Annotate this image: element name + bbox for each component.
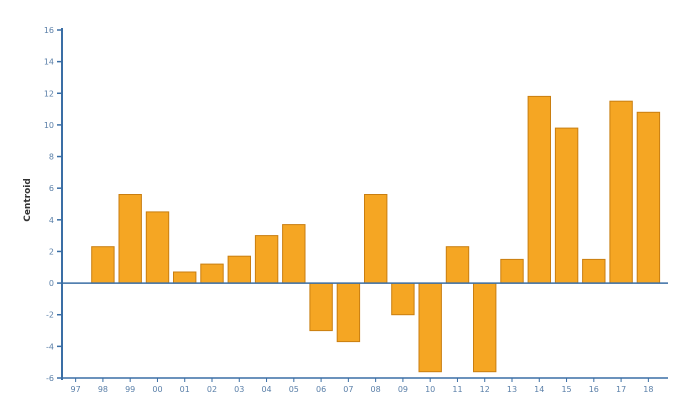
bar-18 [636,111,661,284]
bars-layer [91,95,661,373]
x-tick-label: 97 [71,385,81,394]
y-tick-label: 12 [44,89,54,98]
x-tick-label: 98 [98,385,108,394]
bar-09 [391,282,415,316]
x-tick-label: 15 [561,385,571,394]
x-tick-label: 06 [316,385,326,394]
x-tick-label: 17 [616,385,626,394]
bar-05 [282,224,306,284]
y-tick-label: -4 [46,342,54,351]
y-tick-label: 16 [44,26,54,35]
x-tick-label: 03 [234,385,244,394]
bar-02 [200,263,224,284]
x-tick-label: 11 [452,385,462,394]
bar-08 [364,194,388,284]
x-tick-label: 14 [534,385,544,394]
x-tick-label: 12 [480,385,490,394]
x-tick-label: 13 [507,385,517,394]
x-tick-label: 05 [289,385,299,394]
y-tick-label: 10 [44,121,54,130]
bar-11 [445,246,470,284]
x-tick-label: 10 [425,385,435,394]
y-tick-label: -6 [46,374,54,383]
x-tick-label: 16 [589,385,599,394]
y-ticks: -6 -4 -2 0 2 4 6 8 10 12 14 16 [44,26,62,383]
x-tick-label: 07 [343,385,353,394]
bar-15 [554,127,579,284]
x-tick-label: 09 [398,385,408,394]
bar-14 [527,95,551,284]
y-tick-label: 6 [49,184,54,193]
x-tick-label: 02 [207,385,217,394]
bar-01 [173,271,197,284]
bar-98 [91,246,115,284]
y-tick-label: 0 [49,279,54,288]
x-tick-label: 18 [643,385,653,394]
bar-17 [609,100,633,284]
y-tick-label: 14 [44,58,54,67]
y-tick-label: -2 [46,311,54,320]
bar-04 [254,235,279,284]
x-tick-label: 04 [261,385,271,394]
x-tick-label: 99 [125,385,135,394]
bar-07 [336,282,361,343]
x-tick-label: 08 [371,385,381,394]
bar-13 [500,258,524,284]
bar-99 [118,194,142,284]
bar-06 [309,282,333,332]
y-tick-label: 8 [49,153,54,162]
y-axis-label: Centroid [23,178,33,222]
y-tick-label: 4 [49,216,54,225]
bar-10 [418,282,442,373]
y-tick-label: 2 [49,247,54,256]
bar-03 [227,255,252,284]
x-tick-label: 00 [152,385,162,394]
bar-12 [473,282,497,373]
bar-00 [145,211,170,284]
x-ticks: 97 98 99 00 01 02 03 04 05 06 07 08 09 10 11 12 13 14 15 16… [71,378,653,394]
bar-16 [582,258,606,284]
x-tick-label: 01 [180,385,190,394]
